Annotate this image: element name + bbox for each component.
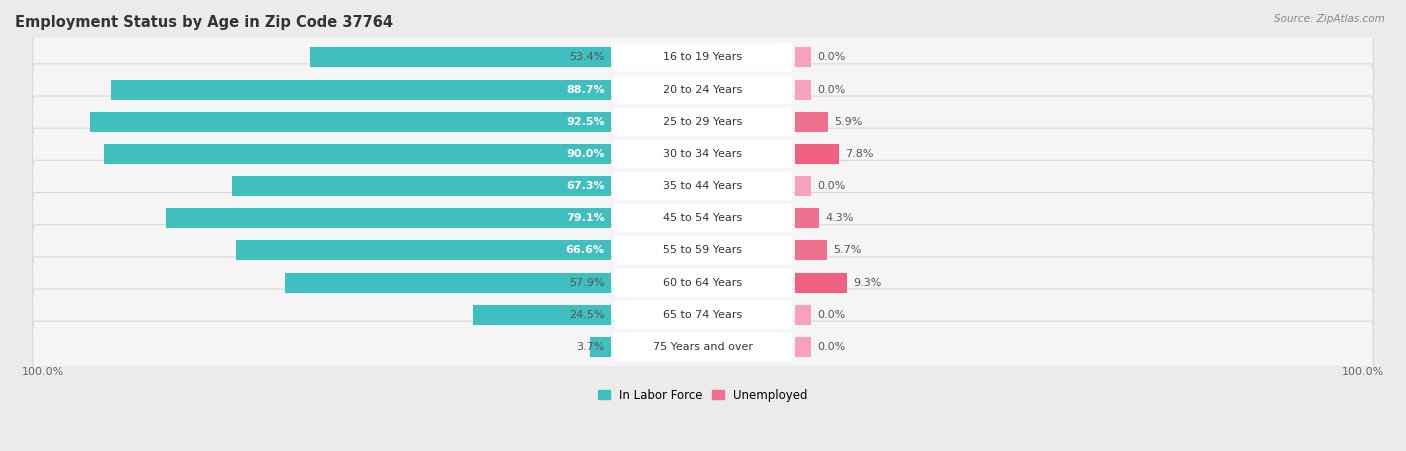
Bar bbox=[474, 305, 612, 325]
Text: 24.5%: 24.5% bbox=[569, 310, 605, 320]
FancyBboxPatch shape bbox=[613, 172, 793, 200]
FancyBboxPatch shape bbox=[613, 43, 793, 72]
FancyBboxPatch shape bbox=[613, 268, 793, 297]
FancyBboxPatch shape bbox=[32, 321, 1374, 373]
Text: 79.1%: 79.1% bbox=[567, 213, 605, 223]
Bar bbox=[794, 272, 848, 293]
Text: 5.9%: 5.9% bbox=[835, 117, 863, 127]
Text: Employment Status by Age in Zip Code 37764: Employment Status by Age in Zip Code 377… bbox=[15, 15, 394, 30]
Bar bbox=[794, 144, 839, 164]
Text: 30 to 34 Years: 30 to 34 Years bbox=[664, 149, 742, 159]
Bar bbox=[794, 337, 811, 357]
Bar bbox=[794, 176, 811, 196]
FancyBboxPatch shape bbox=[613, 236, 793, 265]
Text: Source: ZipAtlas.com: Source: ZipAtlas.com bbox=[1274, 14, 1385, 23]
Text: 55 to 59 Years: 55 to 59 Years bbox=[664, 245, 742, 255]
FancyBboxPatch shape bbox=[32, 96, 1374, 147]
Bar bbox=[794, 208, 818, 228]
Text: 92.5%: 92.5% bbox=[567, 117, 605, 127]
Bar bbox=[794, 47, 811, 67]
Text: 0.0%: 0.0% bbox=[818, 85, 846, 95]
Text: 65 to 74 Years: 65 to 74 Years bbox=[664, 310, 742, 320]
Bar bbox=[794, 240, 827, 260]
Text: 0.0%: 0.0% bbox=[818, 310, 846, 320]
Text: 45 to 54 Years: 45 to 54 Years bbox=[664, 213, 742, 223]
FancyBboxPatch shape bbox=[32, 161, 1374, 212]
FancyBboxPatch shape bbox=[613, 140, 793, 168]
Text: 35 to 44 Years: 35 to 44 Years bbox=[664, 181, 742, 191]
Text: 3.7%: 3.7% bbox=[576, 342, 605, 352]
Text: 5.7%: 5.7% bbox=[834, 245, 862, 255]
Bar bbox=[591, 337, 612, 357]
FancyBboxPatch shape bbox=[32, 128, 1374, 179]
Text: 0.0%: 0.0% bbox=[818, 181, 846, 191]
FancyBboxPatch shape bbox=[32, 257, 1374, 308]
FancyBboxPatch shape bbox=[613, 75, 793, 104]
Bar bbox=[232, 176, 612, 196]
Bar bbox=[236, 240, 612, 260]
FancyBboxPatch shape bbox=[613, 301, 793, 329]
FancyBboxPatch shape bbox=[32, 289, 1374, 341]
Bar bbox=[104, 144, 612, 164]
Text: 53.4%: 53.4% bbox=[569, 52, 605, 62]
FancyBboxPatch shape bbox=[32, 193, 1374, 244]
Bar bbox=[166, 208, 612, 228]
Text: 16 to 19 Years: 16 to 19 Years bbox=[664, 52, 742, 62]
Bar bbox=[794, 305, 811, 325]
Text: 25 to 29 Years: 25 to 29 Years bbox=[664, 117, 742, 127]
Text: 9.3%: 9.3% bbox=[853, 277, 882, 288]
Text: 20 to 24 Years: 20 to 24 Years bbox=[664, 85, 742, 95]
Text: 67.3%: 67.3% bbox=[567, 181, 605, 191]
Text: 90.0%: 90.0% bbox=[567, 149, 605, 159]
Text: 4.3%: 4.3% bbox=[825, 213, 853, 223]
FancyBboxPatch shape bbox=[32, 32, 1374, 83]
Legend: In Labor Force, Unemployed: In Labor Force, Unemployed bbox=[593, 384, 813, 406]
Text: 7.8%: 7.8% bbox=[845, 149, 873, 159]
Text: 100.0%: 100.0% bbox=[21, 367, 63, 377]
Bar bbox=[311, 47, 612, 67]
FancyBboxPatch shape bbox=[613, 333, 793, 361]
Text: 0.0%: 0.0% bbox=[818, 342, 846, 352]
Text: 0.0%: 0.0% bbox=[818, 52, 846, 62]
Text: 88.7%: 88.7% bbox=[567, 85, 605, 95]
Text: 75 Years and over: 75 Years and over bbox=[652, 342, 754, 352]
Text: 66.6%: 66.6% bbox=[565, 245, 605, 255]
Bar bbox=[90, 112, 612, 132]
Bar bbox=[794, 112, 828, 132]
FancyBboxPatch shape bbox=[613, 108, 793, 136]
Text: 60 to 64 Years: 60 to 64 Years bbox=[664, 277, 742, 288]
Bar bbox=[794, 80, 811, 100]
Text: 57.9%: 57.9% bbox=[569, 277, 605, 288]
FancyBboxPatch shape bbox=[32, 225, 1374, 276]
Bar bbox=[285, 272, 612, 293]
FancyBboxPatch shape bbox=[32, 64, 1374, 115]
Text: 100.0%: 100.0% bbox=[1343, 367, 1385, 377]
Bar bbox=[111, 80, 612, 100]
FancyBboxPatch shape bbox=[613, 204, 793, 232]
